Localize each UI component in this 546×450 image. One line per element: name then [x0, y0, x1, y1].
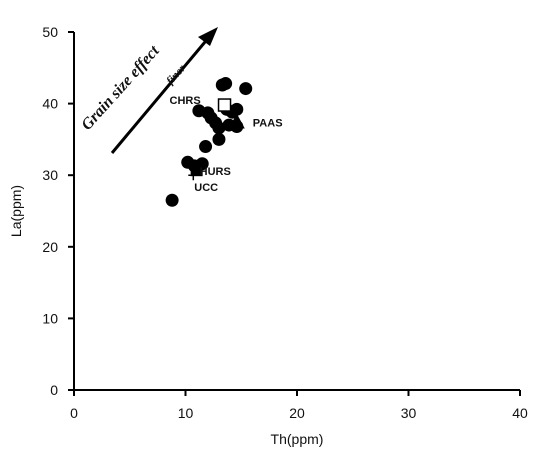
x-tick-label: 30: [401, 405, 417, 421]
data-point: [239, 82, 253, 96]
data-point: [199, 140, 213, 154]
y-tick-label: 20: [42, 239, 58, 255]
data-point: [212, 121, 226, 135]
data-point: [212, 132, 226, 146]
x-tick-label: 10: [178, 405, 194, 421]
data-point: [165, 193, 179, 207]
y-tick-label: 10: [42, 310, 58, 326]
y-tick-label: 30: [42, 167, 58, 183]
y-axis-label: La(ppm): [8, 185, 24, 237]
reference-label-hurs: HURS: [200, 166, 231, 178]
reference-points: CHRS PAAS HURS UCC: [170, 95, 283, 194]
reference-label-paas: PAAS: [253, 118, 283, 130]
x-ticks: 0 10 20 30 40: [70, 390, 528, 421]
y-tick-label: 40: [42, 96, 58, 112]
x-tick-label: 40: [512, 405, 528, 421]
y-tick-label: 0: [50, 382, 58, 398]
data-point: [219, 77, 233, 91]
reference-marker-ucc: [188, 170, 199, 181]
y-ticks: 0 10 20 30 40 50: [42, 24, 74, 398]
grain-size-arrow: [110, 27, 218, 154]
reference-label-ucc: UCC: [194, 182, 218, 194]
reference-marker-paas: [228, 113, 245, 129]
arrow-label: Grain size effect: [78, 42, 163, 133]
reference-marker-chrs: [217, 98, 232, 112]
x-tick-label: 20: [289, 405, 305, 421]
x-tick-label: 0: [70, 405, 78, 421]
reference-label-chrs: CHRS: [170, 95, 201, 107]
arrow-head-icon: [198, 27, 218, 46]
y-tick-label: 50: [42, 24, 58, 40]
data-point: [230, 102, 244, 116]
x-axis-label: Th(ppm): [271, 431, 324, 447]
